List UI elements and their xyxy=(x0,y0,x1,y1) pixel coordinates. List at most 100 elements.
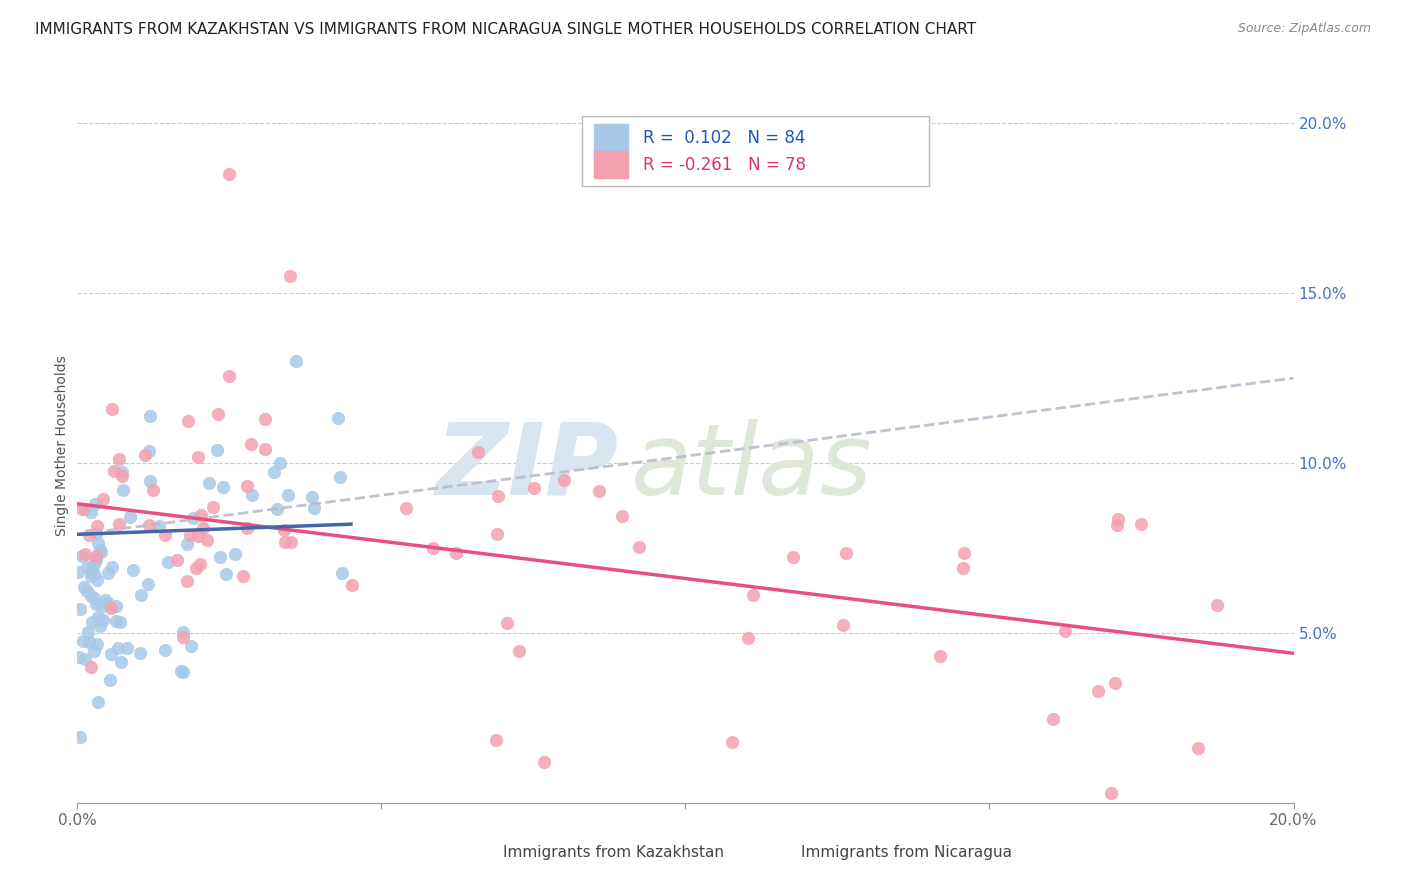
Text: R = -0.261   N = 78: R = -0.261 N = 78 xyxy=(643,156,806,174)
Point xyxy=(285,354,308,368)
Point xyxy=(508,644,530,658)
Point xyxy=(138,444,160,458)
Point xyxy=(172,630,194,644)
Point xyxy=(107,641,129,656)
Point xyxy=(100,401,122,416)
Point xyxy=(76,560,98,574)
Point xyxy=(183,510,205,524)
Point xyxy=(83,557,105,571)
Point xyxy=(86,573,108,587)
Point xyxy=(134,448,156,462)
Point xyxy=(121,563,143,577)
Text: R =  0.102   N = 84: R = 0.102 N = 84 xyxy=(643,128,806,146)
Point xyxy=(588,483,610,498)
Point xyxy=(240,437,263,451)
Point xyxy=(110,656,132,670)
Point xyxy=(326,411,349,425)
Point xyxy=(73,580,96,594)
Point xyxy=(107,452,129,467)
Point xyxy=(166,553,188,567)
Point xyxy=(1130,517,1153,532)
Point xyxy=(485,733,508,747)
Point xyxy=(395,500,418,515)
Point xyxy=(269,456,291,470)
Point xyxy=(172,665,194,679)
Point xyxy=(67,565,90,579)
Point xyxy=(553,473,575,487)
Bar xyxy=(595,124,628,152)
Point xyxy=(280,534,302,549)
Bar xyxy=(467,847,496,869)
Point xyxy=(523,481,546,495)
Text: IMMIGRANTS FROM KAZAKHSTAN VS IMMIGRANTS FROM NICARAGUA SINGLE MOTHER HOUSEHOLDS: IMMIGRANTS FROM KAZAKHSTAN VS IMMIGRANTS… xyxy=(35,22,976,37)
Point xyxy=(70,549,93,563)
Point xyxy=(98,673,121,687)
Point xyxy=(91,491,114,506)
Point xyxy=(86,549,108,564)
Point xyxy=(224,547,246,561)
Point xyxy=(240,488,263,502)
Point xyxy=(75,651,97,665)
Point xyxy=(190,558,212,572)
Point xyxy=(1187,740,1209,755)
Point xyxy=(72,633,94,648)
Point xyxy=(263,465,285,479)
Point xyxy=(111,465,134,479)
Point xyxy=(73,502,96,516)
Point xyxy=(277,488,299,502)
Point xyxy=(128,646,150,660)
Point xyxy=(929,648,952,663)
Point xyxy=(195,533,218,547)
Point xyxy=(101,559,124,574)
Point xyxy=(211,480,233,494)
Point xyxy=(80,568,103,582)
Point xyxy=(273,523,295,537)
Point xyxy=(97,596,120,610)
Point xyxy=(86,637,108,651)
Point xyxy=(1087,683,1109,698)
Point xyxy=(176,537,198,551)
Point xyxy=(80,660,103,674)
Point xyxy=(832,618,855,632)
Bar xyxy=(595,152,628,178)
Point xyxy=(115,640,138,655)
FancyBboxPatch shape xyxy=(582,116,929,186)
Point xyxy=(76,584,98,599)
Point xyxy=(139,409,162,423)
Text: Immigrants from Kazakhstan: Immigrants from Kazakhstan xyxy=(503,846,724,860)
Point xyxy=(205,443,228,458)
Text: atlas: atlas xyxy=(631,419,872,516)
Point xyxy=(329,470,352,484)
Point xyxy=(253,412,276,426)
Point xyxy=(69,731,91,745)
Point xyxy=(236,479,259,493)
Point xyxy=(952,561,974,575)
Point xyxy=(89,543,111,558)
Point xyxy=(274,535,297,549)
Point xyxy=(120,510,142,524)
Point xyxy=(444,545,467,559)
Point xyxy=(253,442,276,457)
Point xyxy=(139,474,162,488)
Point xyxy=(148,519,170,533)
Text: Immigrants from Nicaragua: Immigrants from Nicaragua xyxy=(801,846,1012,860)
Point xyxy=(87,695,110,709)
Point xyxy=(111,469,134,483)
Point xyxy=(1205,598,1227,612)
Point xyxy=(218,369,240,384)
Point xyxy=(301,490,323,504)
Point xyxy=(215,567,238,582)
Point xyxy=(79,564,101,578)
Point xyxy=(87,536,110,550)
Text: Source: ZipAtlas.com: Source: ZipAtlas.com xyxy=(1237,22,1371,36)
Point xyxy=(1099,786,1122,800)
Point xyxy=(153,643,176,657)
Point xyxy=(834,546,856,560)
Point xyxy=(84,597,107,611)
Point xyxy=(97,566,120,580)
Point xyxy=(77,528,100,542)
Point xyxy=(1042,712,1064,726)
Point xyxy=(83,497,105,511)
Point xyxy=(627,540,650,554)
Point xyxy=(77,634,100,648)
